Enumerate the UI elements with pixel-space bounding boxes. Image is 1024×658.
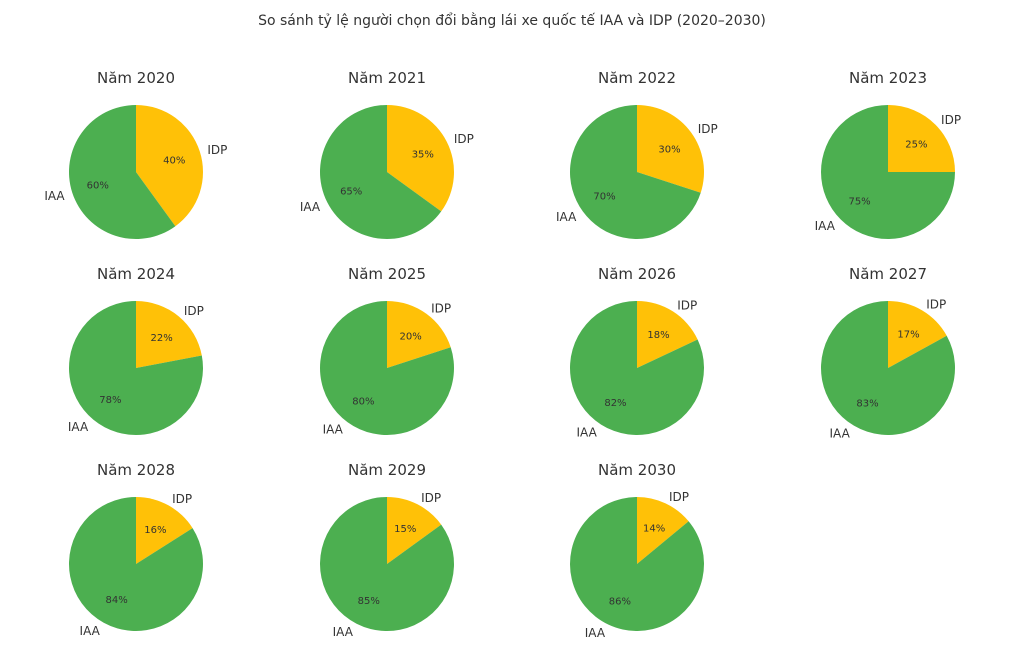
pct-label-iaa: 84% [106,595,128,606]
slice-label-idp: IDP [669,490,689,504]
wedge-idp [387,301,451,368]
wedge-idp [888,105,955,172]
wedge-iaa [68,301,204,435]
pct-label-iaa: 65% [340,186,362,197]
wedge-iaa [319,497,454,631]
pct-label-idp: 17% [897,329,919,340]
wedge-iaa [68,105,176,239]
slice-label-idp: IDP [172,492,192,506]
wedge-iaa [821,105,955,239]
pie-năm-2022: Năm 2022 30% IDP 70% IAA [556,69,718,239]
pct-label-idp: 20% [400,331,422,342]
pie-title: Năm 2026 [598,265,676,283]
wedge-idp [637,497,689,564]
wedge-iaa [570,301,704,435]
pct-label-iaa: 86% [609,596,631,607]
pct-label-iaa: 80% [352,397,374,408]
chart-title: So sánh tỷ lệ người chọn đổi bằng lái xe… [258,12,766,29]
slice-label-idp: IDP [184,304,204,318]
pie-title: Năm 2028 [97,461,175,479]
wedge-idp [136,497,193,564]
slice-label-iaa: IAA [68,420,89,434]
pie-title: Năm 2030 [598,461,676,479]
slice-label-iaa: IAA [333,625,354,639]
pie-năm-2020: Năm 2020 40% IDP 60% IAA [44,69,227,239]
pie-năm-2025: Năm 2025 20% IDP 80% IAA [319,265,455,437]
wedge-idp [637,105,704,193]
pct-label-idp: 16% [144,525,166,536]
pct-label-iaa: 82% [604,398,626,409]
wedge-iaa [319,105,442,239]
slice-label-iaa: IAA [323,423,344,437]
slice-label-iaa: IAA [44,189,65,203]
pct-label-iaa: 75% [848,196,870,207]
pie-năm-2030: Năm 2030 14% IDP 86% IAA [569,461,704,640]
slice-label-iaa: IAA [80,624,101,638]
pct-label-idp: 25% [905,140,927,151]
slice-label-idp: IDP [677,299,697,313]
slice-label-idp: IDP [926,297,946,311]
pie-năm-2026: Năm 2026 18% IDP 82% IAA [570,265,704,439]
wedge-idp [387,105,454,212]
wedge-idp [136,301,202,368]
pie-title: Năm 2020 [97,69,175,87]
pct-label-iaa: 83% [856,399,878,410]
wedge-idp [136,105,203,227]
pie-năm-2029: Năm 2029 15% IDP 85% IAA [319,461,454,639]
slice-label-idp: IDP [421,491,441,505]
pct-label-idp: 40% [163,156,185,167]
slice-label-iaa: IAA [576,425,597,439]
pie-title: Năm 2021 [348,69,426,87]
wedge-iaa [569,497,704,631]
wedge-iaa [569,105,701,239]
slice-label-idp: IDP [698,122,718,136]
wedge-idp [888,301,947,368]
slice-label-iaa: IAA [585,626,606,640]
pie-năm-2024: Năm 2024 22% IDP 78% IAA [68,265,204,435]
wedge-iaa [319,301,455,436]
pie-title: Năm 2023 [849,69,927,87]
pct-label-idp: 15% [394,524,416,535]
slice-label-idp: IDP [454,132,474,146]
wedge-iaa [820,301,955,435]
pie-title: Năm 2022 [598,69,676,87]
pie-title: Năm 2025 [348,265,426,283]
pct-label-iaa: 78% [99,395,121,406]
pie-năm-2028: Năm 2028 16% IDP 84% IAA [69,461,203,638]
pie-title: Năm 2029 [348,461,426,479]
pie-năm-2023: Năm 2023 25% IDP 75% IAA [815,69,961,239]
pct-label-idp: 14% [643,524,665,535]
pct-label-idp: 35% [412,150,434,161]
pie-năm-2021: Năm 2021 35% IDP 65% IAA [300,69,474,239]
wedge-idp [637,301,698,368]
pct-label-idp: 22% [151,333,173,344]
slice-label-iaa: IAA [556,210,577,224]
pct-label-idp: 30% [658,144,680,155]
pct-label-iaa: 60% [87,180,109,191]
slice-label-idp: IDP [431,301,451,315]
slice-label-idp: IDP [207,143,227,157]
slice-label-iaa: IAA [300,200,321,214]
pie-năm-2027: Năm 2027 17% IDP 83% IAA [820,265,955,441]
pct-label-idp: 18% [647,330,669,341]
slice-label-idp: IDP [941,113,961,127]
slice-label-iaa: IAA [815,219,836,233]
wedge-iaa [69,497,203,631]
slice-label-iaa: IAA [830,427,851,441]
pct-label-iaa: 70% [593,192,615,203]
wedge-idp [387,497,442,564]
pct-label-iaa: 85% [358,596,380,607]
pie-title: Năm 2024 [97,265,175,283]
pie-title: Năm 2027 [849,265,927,283]
